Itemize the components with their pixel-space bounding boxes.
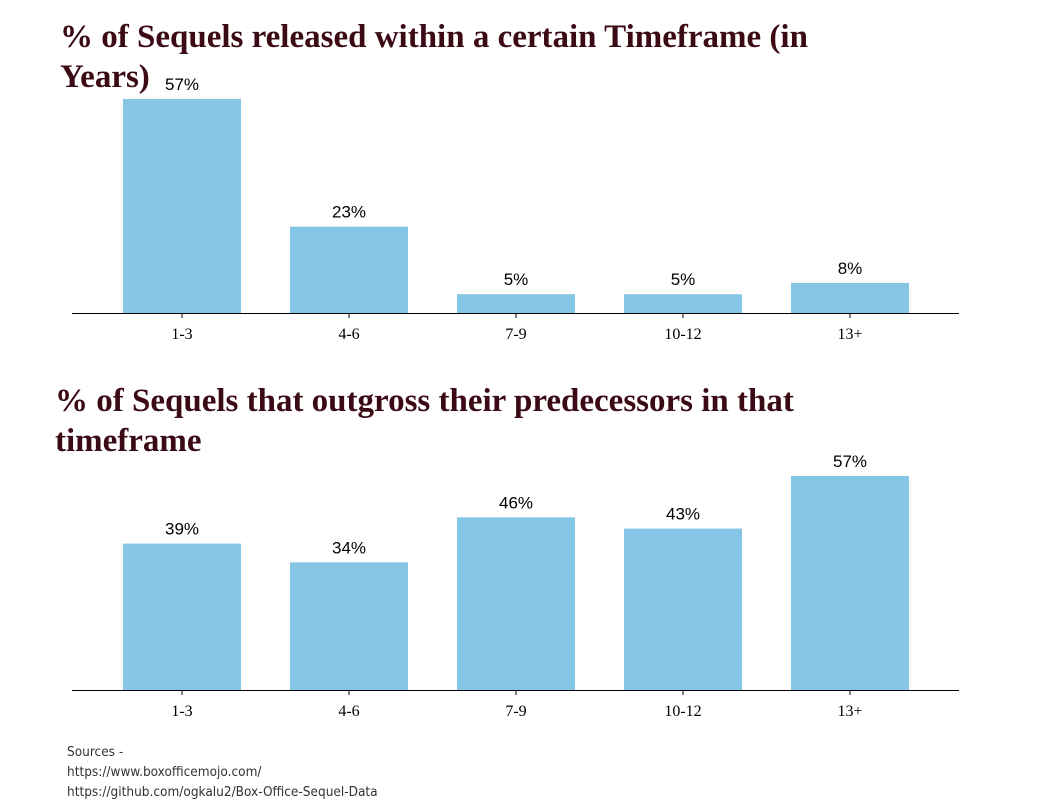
data-label-13+: 57% xyxy=(833,452,867,471)
data-label-7-9: 5% xyxy=(504,270,529,289)
data-label-1-3: 57% xyxy=(165,75,199,94)
bar-13+ xyxy=(791,282,909,313)
bar-1-3 xyxy=(123,99,241,313)
data-label-7-9: 46% xyxy=(499,493,533,512)
bar-1-3 xyxy=(123,543,241,690)
bar-7-9 xyxy=(457,517,575,690)
x-tick-label-13+: 13+ xyxy=(837,326,862,343)
sources-heading: Sources - xyxy=(67,744,124,760)
data-label-10-12: 5% xyxy=(671,270,696,289)
x-tick-label-1-3: 1-3 xyxy=(171,703,192,720)
bar-4-6 xyxy=(290,562,408,690)
chart-1: 57% 1-3 23% 4-6 5% 7-9 5% 10-12 8% 13+ xyxy=(72,75,959,343)
bar-4-6 xyxy=(290,226,408,313)
data-label-4-6: 23% xyxy=(332,203,366,222)
bar-13+ xyxy=(791,476,909,690)
x-tick-label-7-9: 7-9 xyxy=(505,703,526,720)
x-tick-label-10-12: 10-12 xyxy=(664,703,701,720)
chart-2-title: % of Sequels that outgross their predece… xyxy=(55,383,794,459)
x-tick-label-7-9: 7-9 xyxy=(505,326,526,343)
x-tick-label-1-3: 1-3 xyxy=(171,326,192,343)
data-label-13+: 8% xyxy=(838,259,863,278)
x-tick-label-4-6: 4-6 xyxy=(338,326,359,343)
chart-2: 39% 1-3 34% 4-6 46% 7-9 43% 10-12 57% 13+ xyxy=(72,452,959,720)
source-link-github[interactable]: https://github.com/ogkalu2/Box-Office-Se… xyxy=(67,784,378,800)
bar-10-12 xyxy=(624,294,742,313)
sources-note: Sources - https://www.boxofficemojo.com/… xyxy=(67,742,378,802)
chart-1-title: % of Sequels released within a certain T… xyxy=(60,19,808,95)
x-tick-label-13+: 13+ xyxy=(837,703,862,720)
bar-10-12 xyxy=(624,528,742,690)
bar-7-9 xyxy=(457,294,575,313)
x-tick-label-10-12: 10-12 xyxy=(664,326,701,343)
data-label-10-12: 43% xyxy=(666,505,700,524)
data-label-4-6: 34% xyxy=(332,538,366,557)
x-tick-label-4-6: 4-6 xyxy=(338,703,359,720)
data-label-1-3: 39% xyxy=(165,520,199,539)
source-link-boxofficemojo[interactable]: https://www.boxofficemojo.com/ xyxy=(67,764,262,780)
